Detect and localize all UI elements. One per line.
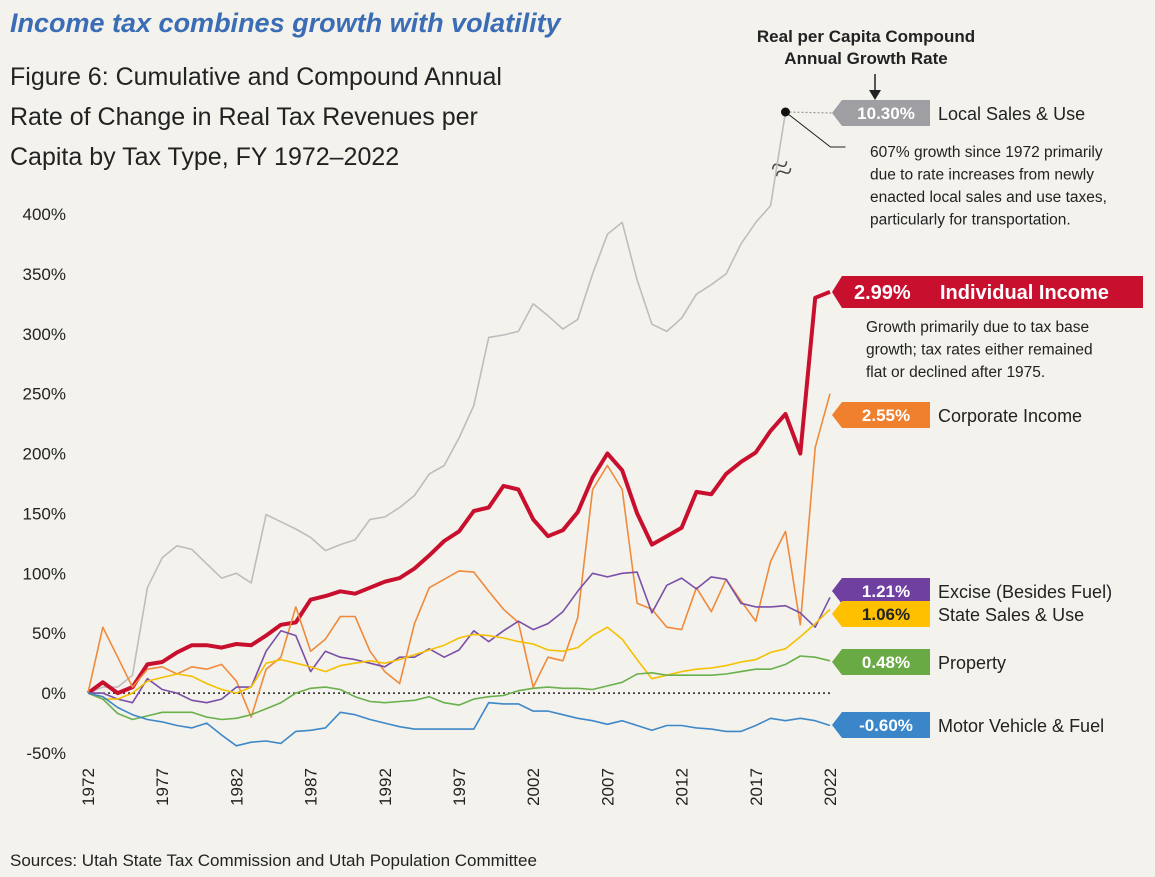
y-tick-label: 100% xyxy=(23,564,66,583)
y-tick-label: 0% xyxy=(41,684,66,703)
annotation: particularly for transportation. xyxy=(870,212,1071,229)
title-line: Rate of Change in Real Tax Revenues per xyxy=(10,103,478,131)
legend-rate: 10.30% xyxy=(857,104,915,123)
legend-label: State Sales & Use xyxy=(938,605,1084,625)
series-line xyxy=(87,111,787,694)
legend-rate: 1.06% xyxy=(862,605,910,624)
series-line xyxy=(87,655,831,721)
series-line xyxy=(86,289,831,696)
y-tick-label: 250% xyxy=(23,385,66,404)
legend-tag xyxy=(832,100,930,126)
series-line xyxy=(87,393,831,718)
y-tick-label: 350% xyxy=(23,265,66,284)
legend-label: Property xyxy=(938,653,1006,673)
x-tick-label: 2017 xyxy=(747,768,766,806)
x-tick-label: 1992 xyxy=(376,768,395,806)
annotation: flat or declined after 1975. xyxy=(866,364,1045,381)
legend-label: Motor Vehicle & Fuel xyxy=(938,716,1104,736)
x-tick-label: 1972 xyxy=(79,768,98,806)
source: Sources: Utah State Tax Commission and U… xyxy=(10,851,537,870)
legend-header: Annual Growth Rate xyxy=(784,49,947,68)
legend-tag xyxy=(832,402,930,428)
legend-tag xyxy=(832,276,1143,308)
x-tick-label: 2007 xyxy=(598,768,617,806)
axis-break xyxy=(771,161,792,177)
annotation: growth; tax rates either remained xyxy=(866,342,1093,359)
legend-label: Excise (Besides Fuel) xyxy=(938,582,1112,602)
annotation: Growth primarily due to tax base xyxy=(866,319,1089,336)
legend-rate: 0.48% xyxy=(862,653,910,672)
series-line xyxy=(87,692,831,747)
note-leader xyxy=(785,111,846,148)
legend-label: Local Sales & Use xyxy=(938,104,1085,124)
legend-label: Individual Income xyxy=(940,282,1109,304)
legend-tag xyxy=(832,578,930,604)
legend-rate: 2.99% xyxy=(854,282,911,304)
x-tick-label: 1987 xyxy=(302,768,321,806)
y-tick-label: -50% xyxy=(26,744,66,763)
annotation: enacted local sales and use taxes, xyxy=(870,189,1107,206)
title-line: Figure 6: Cumulative and Compound Annual xyxy=(10,63,502,91)
legend-header: Real per Capita Compound xyxy=(757,27,975,46)
x-tick-label: 1982 xyxy=(227,768,246,806)
title-line: Capita by Tax Type, FY 1972–2022 xyxy=(10,143,399,171)
series-line xyxy=(87,608,831,700)
legend-label: Corporate Income xyxy=(938,406,1082,426)
x-tick-label: 2002 xyxy=(524,768,543,806)
series-line xyxy=(88,571,831,704)
legend-tag xyxy=(832,601,930,627)
y-tick-label: 200% xyxy=(23,445,66,464)
y-tick-label: 50% xyxy=(32,624,66,643)
y-tick-label: 150% xyxy=(23,504,66,523)
annotation: due to rate increases from newly xyxy=(870,167,1094,184)
legend-rate: 2.55% xyxy=(862,406,910,425)
annotation: 607% growth since 1972 primarily xyxy=(870,144,1103,161)
legend-tag xyxy=(832,712,930,738)
legend-rate: 1.21% xyxy=(862,582,910,601)
subtitle: Income tax combines growth with volatili… xyxy=(10,8,563,38)
header-arrow-head xyxy=(869,90,881,100)
x-tick-label: 2022 xyxy=(821,768,840,806)
y-tick-label: 400% xyxy=(23,205,66,224)
x-tick-label: 1977 xyxy=(153,768,172,806)
x-tick-label: 1997 xyxy=(450,768,469,806)
x-tick-label: 2012 xyxy=(673,768,692,806)
legend-tag xyxy=(832,649,930,675)
legend-rate: -0.60% xyxy=(859,716,913,735)
y-tick-label: 300% xyxy=(23,325,66,344)
end-point xyxy=(780,107,790,117)
